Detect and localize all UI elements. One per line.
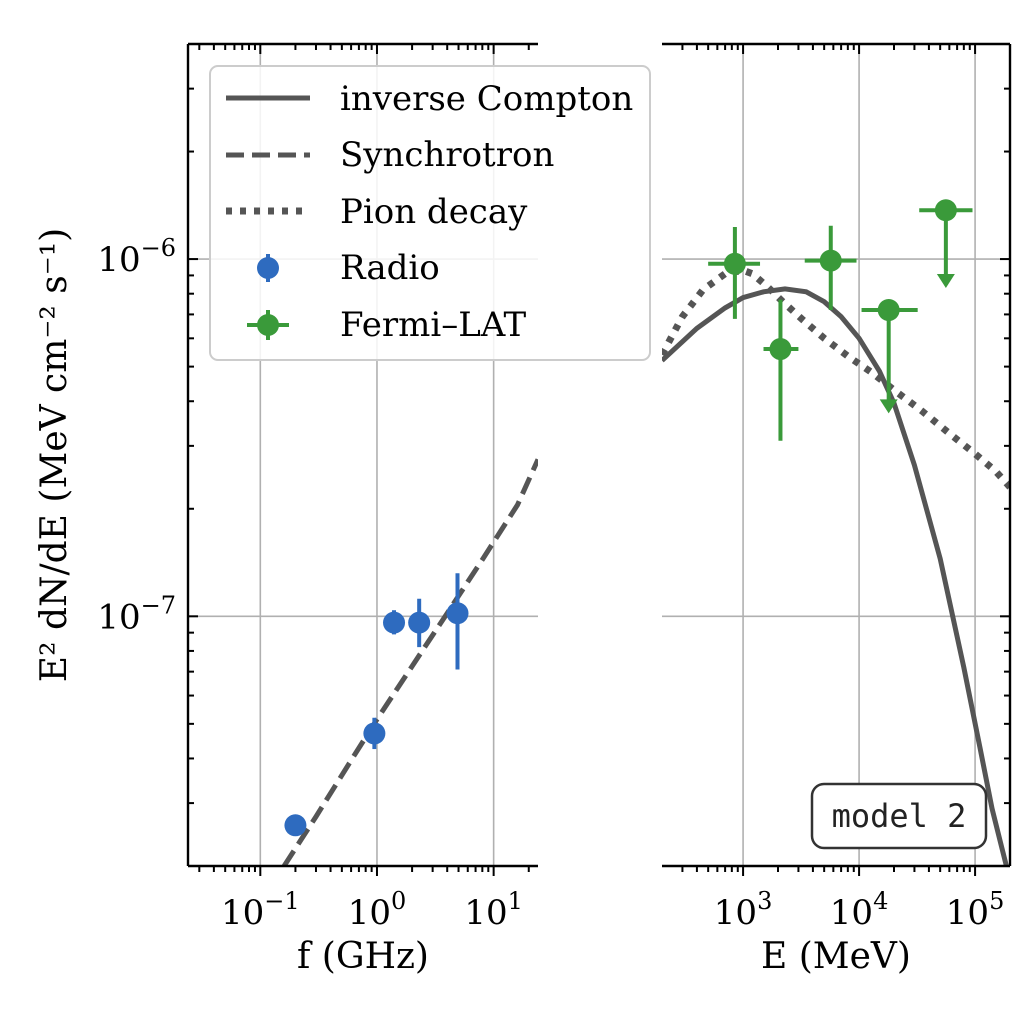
radio-marker-3 (408, 611, 431, 634)
radio-marker-1 (363, 722, 386, 745)
legend-label-radio: Radio (340, 248, 440, 288)
fermi-lat-point-3 (861, 299, 918, 414)
legend-swatch-fermi-lat (247, 310, 289, 340)
fermi-lat-point-4 (919, 199, 973, 288)
right-panel-grid (662, 44, 1010, 866)
left-xtick-label-0: 10−1 (221, 887, 300, 933)
fermi-lat-marker-4 (934, 199, 957, 222)
radio-marker-2 (383, 611, 406, 634)
right-xtick-label-0: 103 (714, 887, 773, 933)
legend-label-synchrotron: Synchrotron (340, 135, 554, 175)
right-x-axis-label: E (MeV) (761, 936, 911, 977)
right-panel-spines (662, 42, 1012, 868)
fermi-lat-marker-3 (877, 299, 900, 322)
y-tick-label-1: 10−7 (97, 591, 176, 637)
right-xtick-label-1: 104 (830, 887, 889, 933)
fermi-lat-marker-2 (819, 249, 842, 272)
legend-frame (209, 65, 651, 361)
model-badge-text: model 2 (832, 797, 967, 835)
legend-label-fermi-lat: Fermi–LAT (340, 305, 526, 345)
fermi-lat-ul-arrow-4 (936, 273, 955, 288)
left-xtick-label-2: 101 (464, 887, 523, 933)
pion-decay-line (662, 266, 1010, 490)
fermi-lat-marker-0 (723, 252, 746, 275)
synchrotron-line (281, 458, 538, 866)
inverse-compton-line (662, 286, 1009, 866)
axis-ticks (188, 44, 1010, 876)
right-xtick-label-2: 105 (946, 887, 1005, 933)
fermi-lat-marker-1 (769, 338, 792, 361)
radio-point-0 (284, 814, 307, 837)
fermi-lat-point-1 (763, 299, 799, 441)
legend-label-pion-decay: Pion decay (340, 192, 528, 232)
legend-swatch-radio (257, 254, 279, 282)
legend: inverse Compton Synchrotron Pion decay R… (209, 65, 651, 361)
radio-marker-0 (284, 814, 307, 837)
left-x-axis-label: f (GHz) (297, 936, 429, 977)
tick-labels: 10−1 100 101 103 104 105 10−6 10−7 (97, 234, 1004, 933)
right-panel-plot (662, 199, 1010, 866)
radio-point-1 (363, 717, 386, 750)
fermi-lat-point-2 (804, 225, 857, 311)
y-axis-label: E² dN/dE (MeV cm⁻² s⁻¹) (34, 228, 75, 682)
y-tick-label-0: 10−6 (97, 234, 176, 280)
model-badge: model 2 (810, 782, 988, 850)
left-panel-plot (281, 458, 538, 866)
left-panel-spines (186, 42, 538, 868)
left-xtick-label-1: 100 (348, 887, 407, 933)
radio-point-3 (408, 598, 431, 648)
fermi-lat-ul-arrow-3 (879, 399, 898, 414)
legend-label-inverse-compton: inverse Compton (340, 79, 633, 119)
fermi-lat-point-0 (708, 226, 761, 319)
radio-point-2 (383, 610, 406, 635)
radio-point-4 (446, 573, 469, 670)
radio-marker-4 (446, 602, 469, 625)
